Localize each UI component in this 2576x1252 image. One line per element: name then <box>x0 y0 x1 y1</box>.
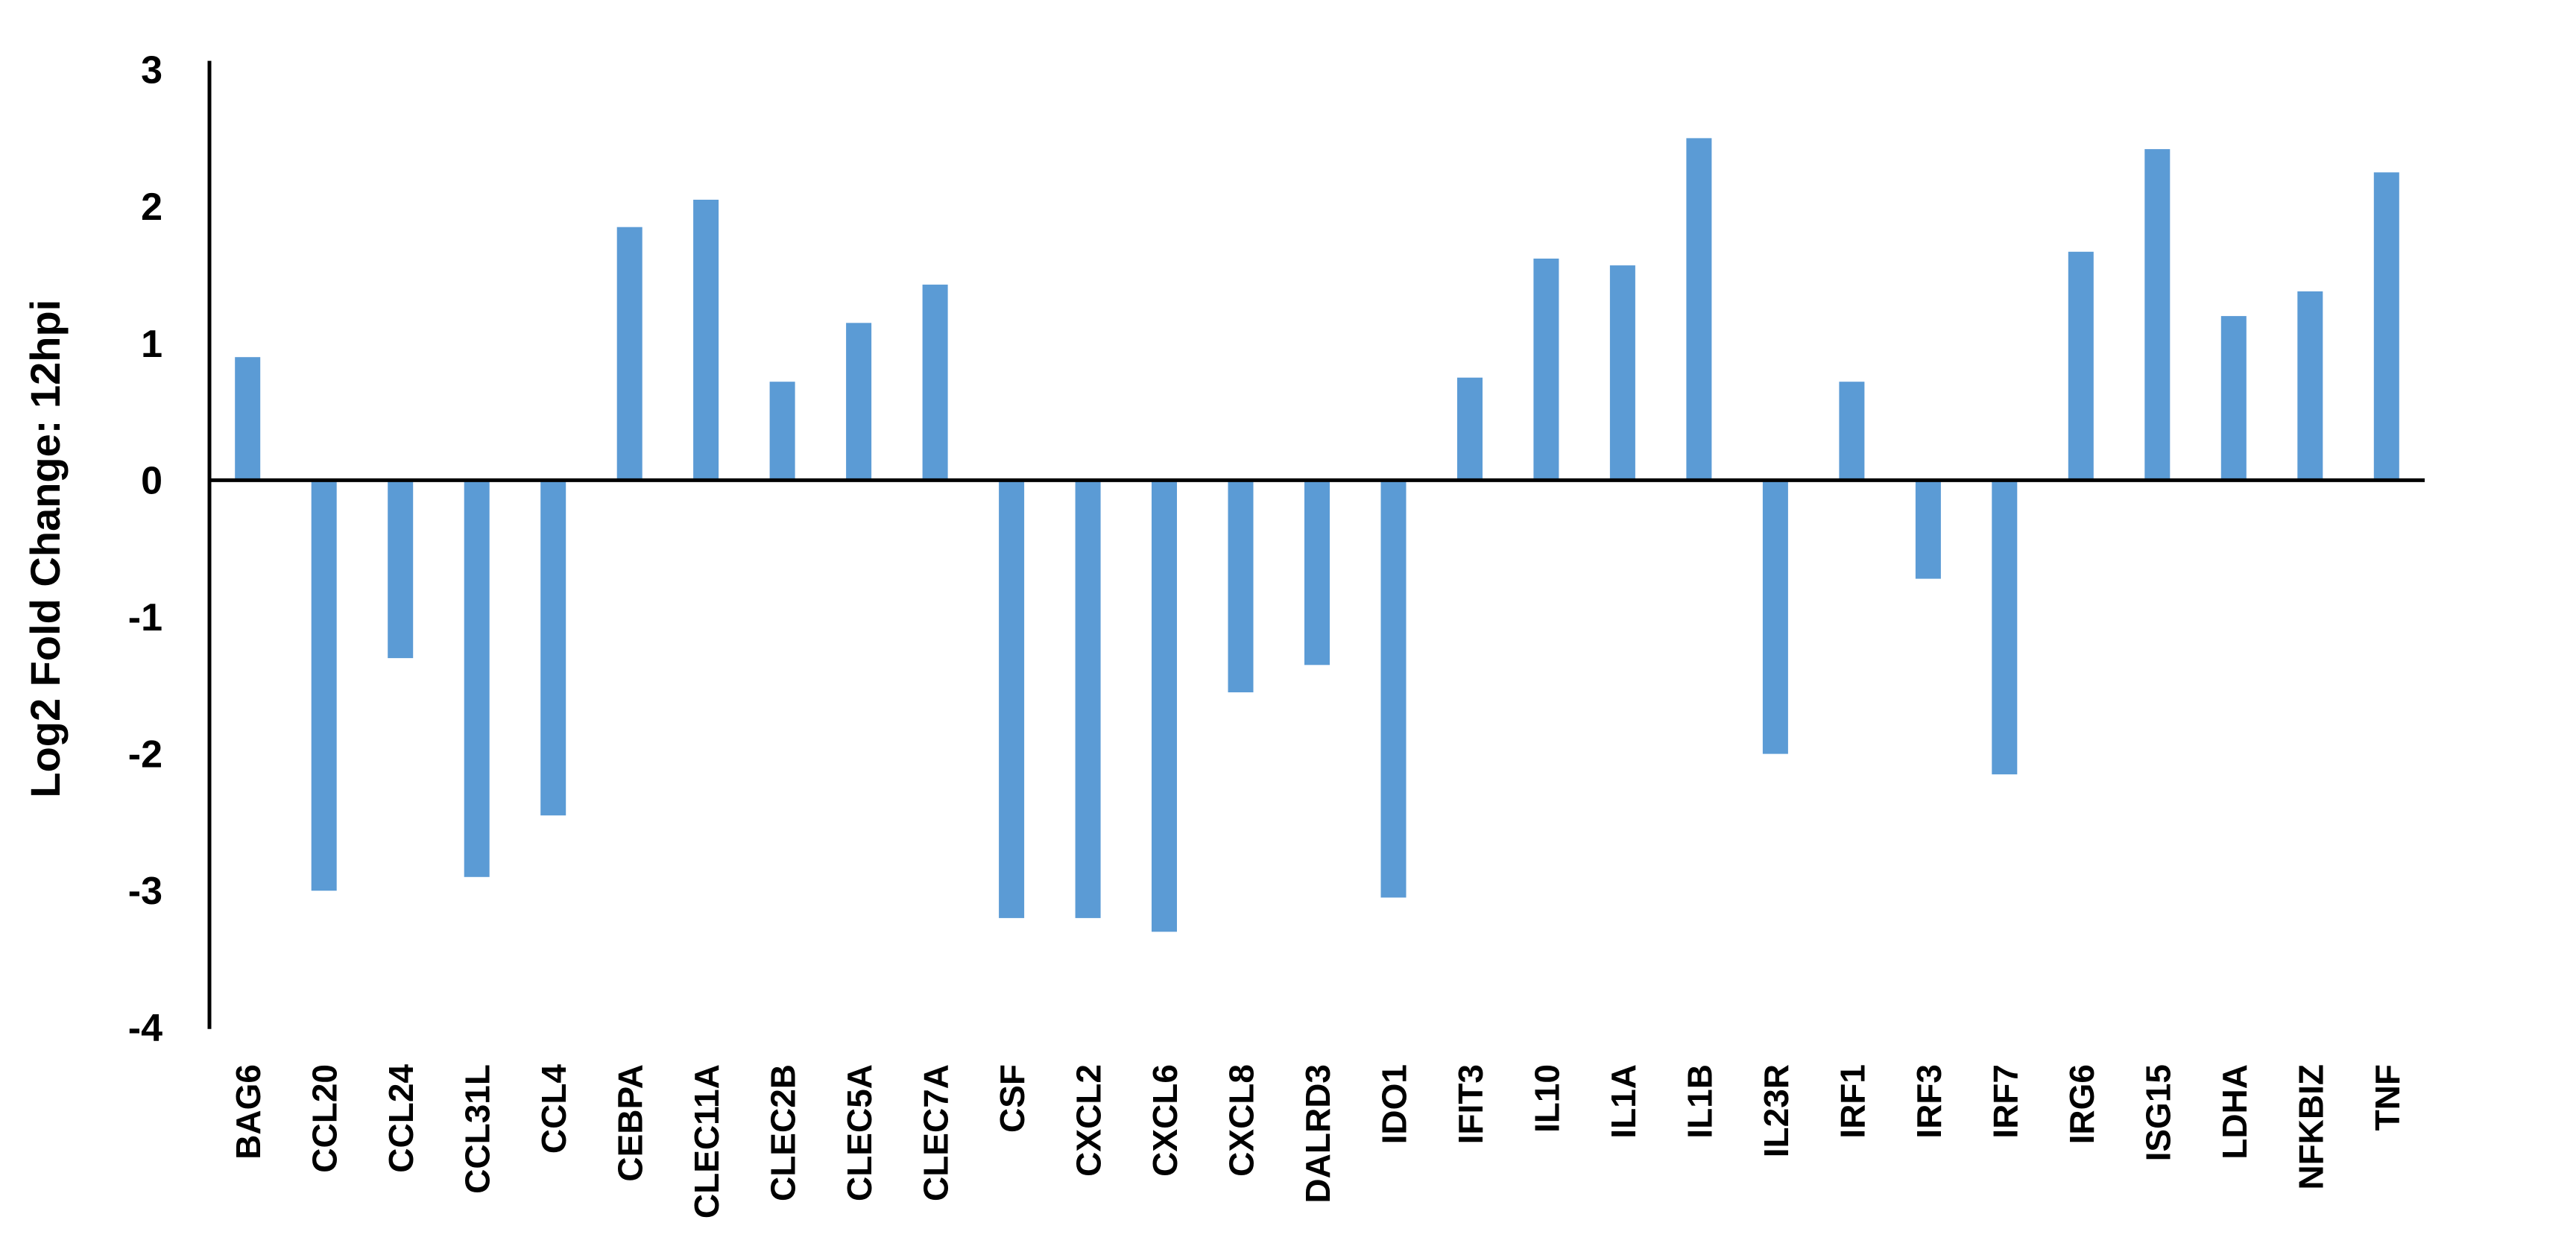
bar-IDO1 <box>1380 480 1407 898</box>
bar-IL10 <box>1533 259 1559 481</box>
x-category-label-CXCL8: CXCL8 <box>1222 1064 1261 1177</box>
bar-CXCL2 <box>1075 480 1101 918</box>
x-category-label-CCL4: CCL4 <box>534 1064 573 1154</box>
y-tick-label-1: 1 <box>141 323 162 366</box>
x-category-label-IRF7: IRF7 <box>1986 1064 2024 1139</box>
x-category-label-IL23R: IL23R <box>1757 1064 1796 1157</box>
bar-CLEC7A <box>922 284 948 481</box>
x-category-label-CXCL2: CXCL2 <box>1070 1064 1108 1177</box>
bar-CXCL6 <box>1152 480 1177 932</box>
bar-BAG6 <box>235 357 261 481</box>
bar-DALRD3 <box>1304 480 1330 665</box>
bar-IRF7 <box>1992 480 2018 775</box>
bar-IL1B <box>1686 138 1712 481</box>
bar-LDHA <box>2220 316 2247 481</box>
x-category-label-CEBPA: CEBPA <box>611 1064 650 1182</box>
x-category-label-ISG15: ISG15 <box>2138 1064 2177 1161</box>
x-category-label-LDHA: LDHA <box>2215 1064 2254 1160</box>
x-category-label-IDO1: IDO1 <box>1375 1064 1414 1144</box>
y-tick-label-2: 2 <box>141 186 162 229</box>
bar-CCL20 <box>311 480 337 891</box>
bar-CXCL8 <box>1228 480 1254 692</box>
bar-IRF1 <box>1839 382 1865 481</box>
x-category-label-NFKBIZ: NFKBIZ <box>2291 1064 2330 1190</box>
x-category-label-CCL20: CCL20 <box>306 1064 344 1173</box>
bar-CSF <box>999 480 1025 918</box>
x-category-label-IL10: IL10 <box>1527 1064 1566 1133</box>
bar-CLEC11A <box>693 200 719 481</box>
bar-TNF <box>2373 172 2399 481</box>
y-tick-label--2: -2 <box>128 733 162 777</box>
x-category-label-CXCL6: CXCL6 <box>1146 1064 1184 1177</box>
y-tick-label--4: -4 <box>128 1007 162 1050</box>
x-category-label-IL1A: IL1A <box>1604 1064 1643 1139</box>
x-category-label-IRF3: IRF3 <box>1910 1064 1948 1139</box>
bar-CLEC2B <box>769 382 795 481</box>
y-tick-label--3: -3 <box>128 870 162 913</box>
x-category-label-CCL31L: CCL31L <box>458 1064 497 1194</box>
y-tick-label-3: 3 <box>141 49 162 92</box>
bar-CEBPA <box>616 227 643 481</box>
bar-CCL31L <box>464 480 490 877</box>
y-tick-label-0: 0 <box>141 459 162 502</box>
x-category-label-CCL24: CCL24 <box>382 1064 420 1173</box>
x-category-label-CLEC11A: CLEC11A <box>687 1064 726 1218</box>
x-category-label-IFIT3: IFIT3 <box>1451 1064 1490 1144</box>
bar-IL1A <box>1609 265 1635 481</box>
bar-IL23R <box>1762 480 1788 754</box>
x-category-label-IRG6: IRG6 <box>2062 1064 2101 1144</box>
x-category-label-CLEC7A: CLEC7A <box>917 1064 956 1201</box>
bar-CLEC5A <box>846 323 872 481</box>
y-axis-title: Log2 Fold Change: 12hpi <box>22 300 69 798</box>
bar-ISG15 <box>2144 149 2171 481</box>
x-category-label-IL1B: IL1B <box>1680 1064 1719 1139</box>
bar-NFKBIZ <box>2297 291 2323 481</box>
bar-CCL24 <box>388 480 414 659</box>
x-category-label-TNF: TNF <box>2368 1064 2407 1131</box>
bar-IFIT3 <box>1457 377 1483 481</box>
bar-IRG6 <box>2068 251 2094 481</box>
x-category-label-IRF1: IRF1 <box>1833 1064 1872 1139</box>
x-category-label-CLEC2B: CLEC2B <box>764 1064 803 1201</box>
x-category-label-BAG6: BAG6 <box>229 1064 268 1160</box>
x-category-label-CSF: CSF <box>993 1064 1032 1133</box>
bar-IRF3 <box>1915 480 1941 579</box>
y-tick-label--1: -1 <box>128 596 162 639</box>
x-category-label-DALRD3: DALRD3 <box>1298 1064 1337 1204</box>
bar-CCL4 <box>540 480 566 816</box>
x-category-label-CLEC5A: CLEC5A <box>840 1064 879 1201</box>
